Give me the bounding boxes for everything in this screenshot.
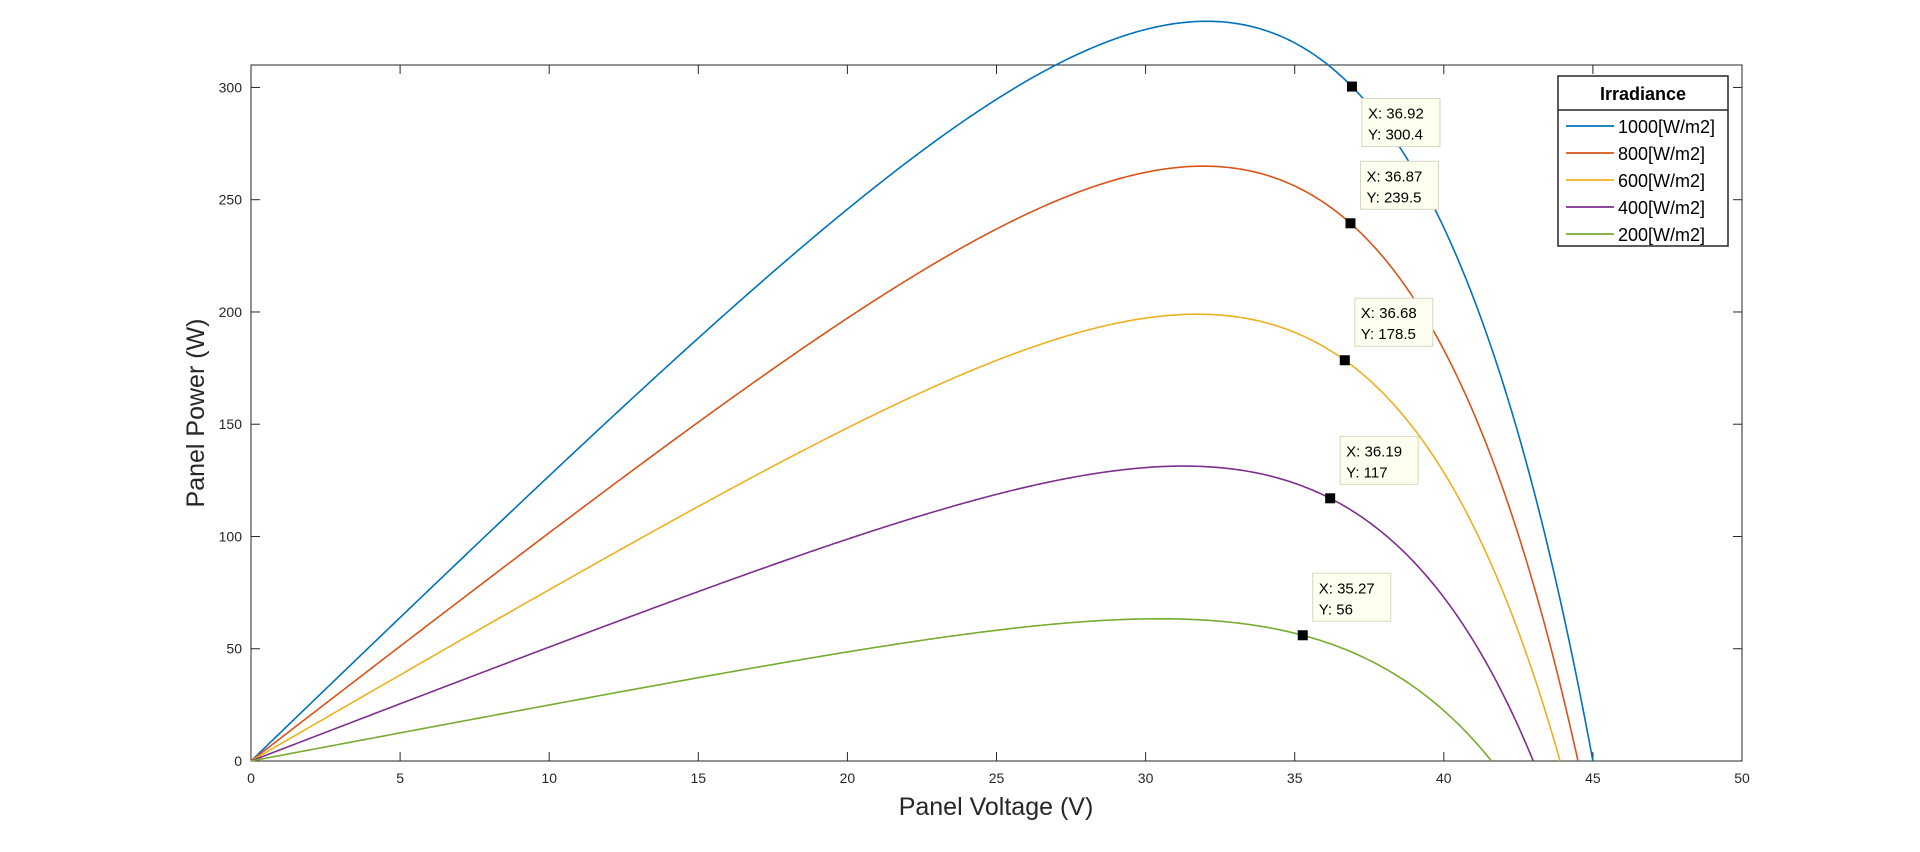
- x-axis-label: Panel Voltage (V): [899, 793, 1094, 821]
- datatip-y-text: Y: 117: [1346, 464, 1387, 481]
- y-axis-label: Panel Power (W): [182, 319, 210, 508]
- x-tick-label: 5: [396, 770, 404, 786]
- x-tick-label: 0: [247, 770, 255, 786]
- series-line-1: [250, 165, 1579, 762]
- x-tick-label: 25: [989, 770, 1005, 786]
- legend-entry-label: 1000[W/m2]: [1618, 117, 1715, 137]
- axes-box: [250, 64, 1743, 762]
- legend-items: 1000[W/m2] 800[W/m2] 600[W/m2] 400[W/m2] 200…: [1566, 117, 1715, 245]
- datatip-x-text: X: 35.27: [1319, 580, 1375, 597]
- datatip-box: [1354, 297, 1434, 347]
- datatip-x-text: X: 36.68: [1361, 305, 1417, 322]
- datatip-marker: [1325, 493, 1336, 504]
- series-curves: [250, 20, 1594, 762]
- y-tick-label: 150: [219, 416, 243, 432]
- y-tick-label: 0: [234, 753, 242, 769]
- datatip-x-text: X: 36.87: [1366, 168, 1422, 185]
- x-tick-label: 35: [1287, 770, 1303, 786]
- x-tick-label: 20: [840, 770, 856, 786]
- datatip-y-text: Y: 300.4: [1368, 127, 1423, 144]
- y-tick-label: 100: [219, 528, 243, 544]
- datatip-y-text: Y: 239.5: [1366, 189, 1421, 206]
- x-tick-label: 50: [1734, 770, 1750, 786]
- legend[interactable]: Irradiance 1000[W/m2] 800[W/m2] 600[W/m2] 4…: [1557, 75, 1729, 247]
- datatip-marker: [1345, 218, 1356, 229]
- plot-area: 0 5 10 15 20 25 30 35 40 45 50 0 50 100 150 200 250 300 X…: [219, 20, 1750, 786]
- datatip-box: [1359, 160, 1439, 210]
- datatip-marker: [1339, 355, 1350, 366]
- datatip-marker: [1346, 81, 1357, 92]
- datatips: X: 36.92 Y: 300.4 X: 36.87 Y: 239.5 X: 36.68…: [1297, 81, 1441, 641]
- legend-entry-label: 600[W/m2]: [1618, 171, 1705, 191]
- x-tick-label: 30: [1138, 770, 1154, 786]
- y-tick-label: 300: [219, 79, 243, 95]
- datatip-box: [1312, 572, 1392, 622]
- datatip-box: [1339, 435, 1419, 485]
- datatip-y-text: Y: 178.5: [1361, 326, 1416, 343]
- series-line-3: [250, 465, 1534, 762]
- datatip-y-text: Y: 56: [1319, 601, 1353, 618]
- datatip-box: [1361, 98, 1441, 148]
- y-tick-label: 250: [219, 192, 243, 208]
- datatip-x-text: X: 36.19: [1346, 443, 1402, 460]
- axis-ticks: 0 5 10 15 20 25 30 35 40 45 50 0 50 100 150 200 250 300: [219, 65, 1750, 786]
- legend-box: [1557, 75, 1729, 247]
- x-tick-label: 10: [541, 770, 557, 786]
- x-tick-label: 45: [1585, 770, 1601, 786]
- x-tick-label: 40: [1436, 770, 1452, 786]
- x-tick-label: 15: [691, 770, 707, 786]
- legend-entry-label: 800[W/m2]: [1618, 144, 1705, 164]
- legend-entry-label: 400[W/m2]: [1618, 198, 1705, 218]
- legend-title: Irradiance: [1600, 84, 1686, 104]
- legend-entry-label: 200[W/m2]: [1618, 225, 1705, 245]
- y-tick-label: 50: [226, 641, 242, 657]
- datatip-x-text: X: 36.92: [1368, 106, 1424, 123]
- y-tick-label: 200: [219, 304, 243, 320]
- datatip-marker: [1297, 630, 1308, 641]
- series-line-4: [250, 617, 1493, 762]
